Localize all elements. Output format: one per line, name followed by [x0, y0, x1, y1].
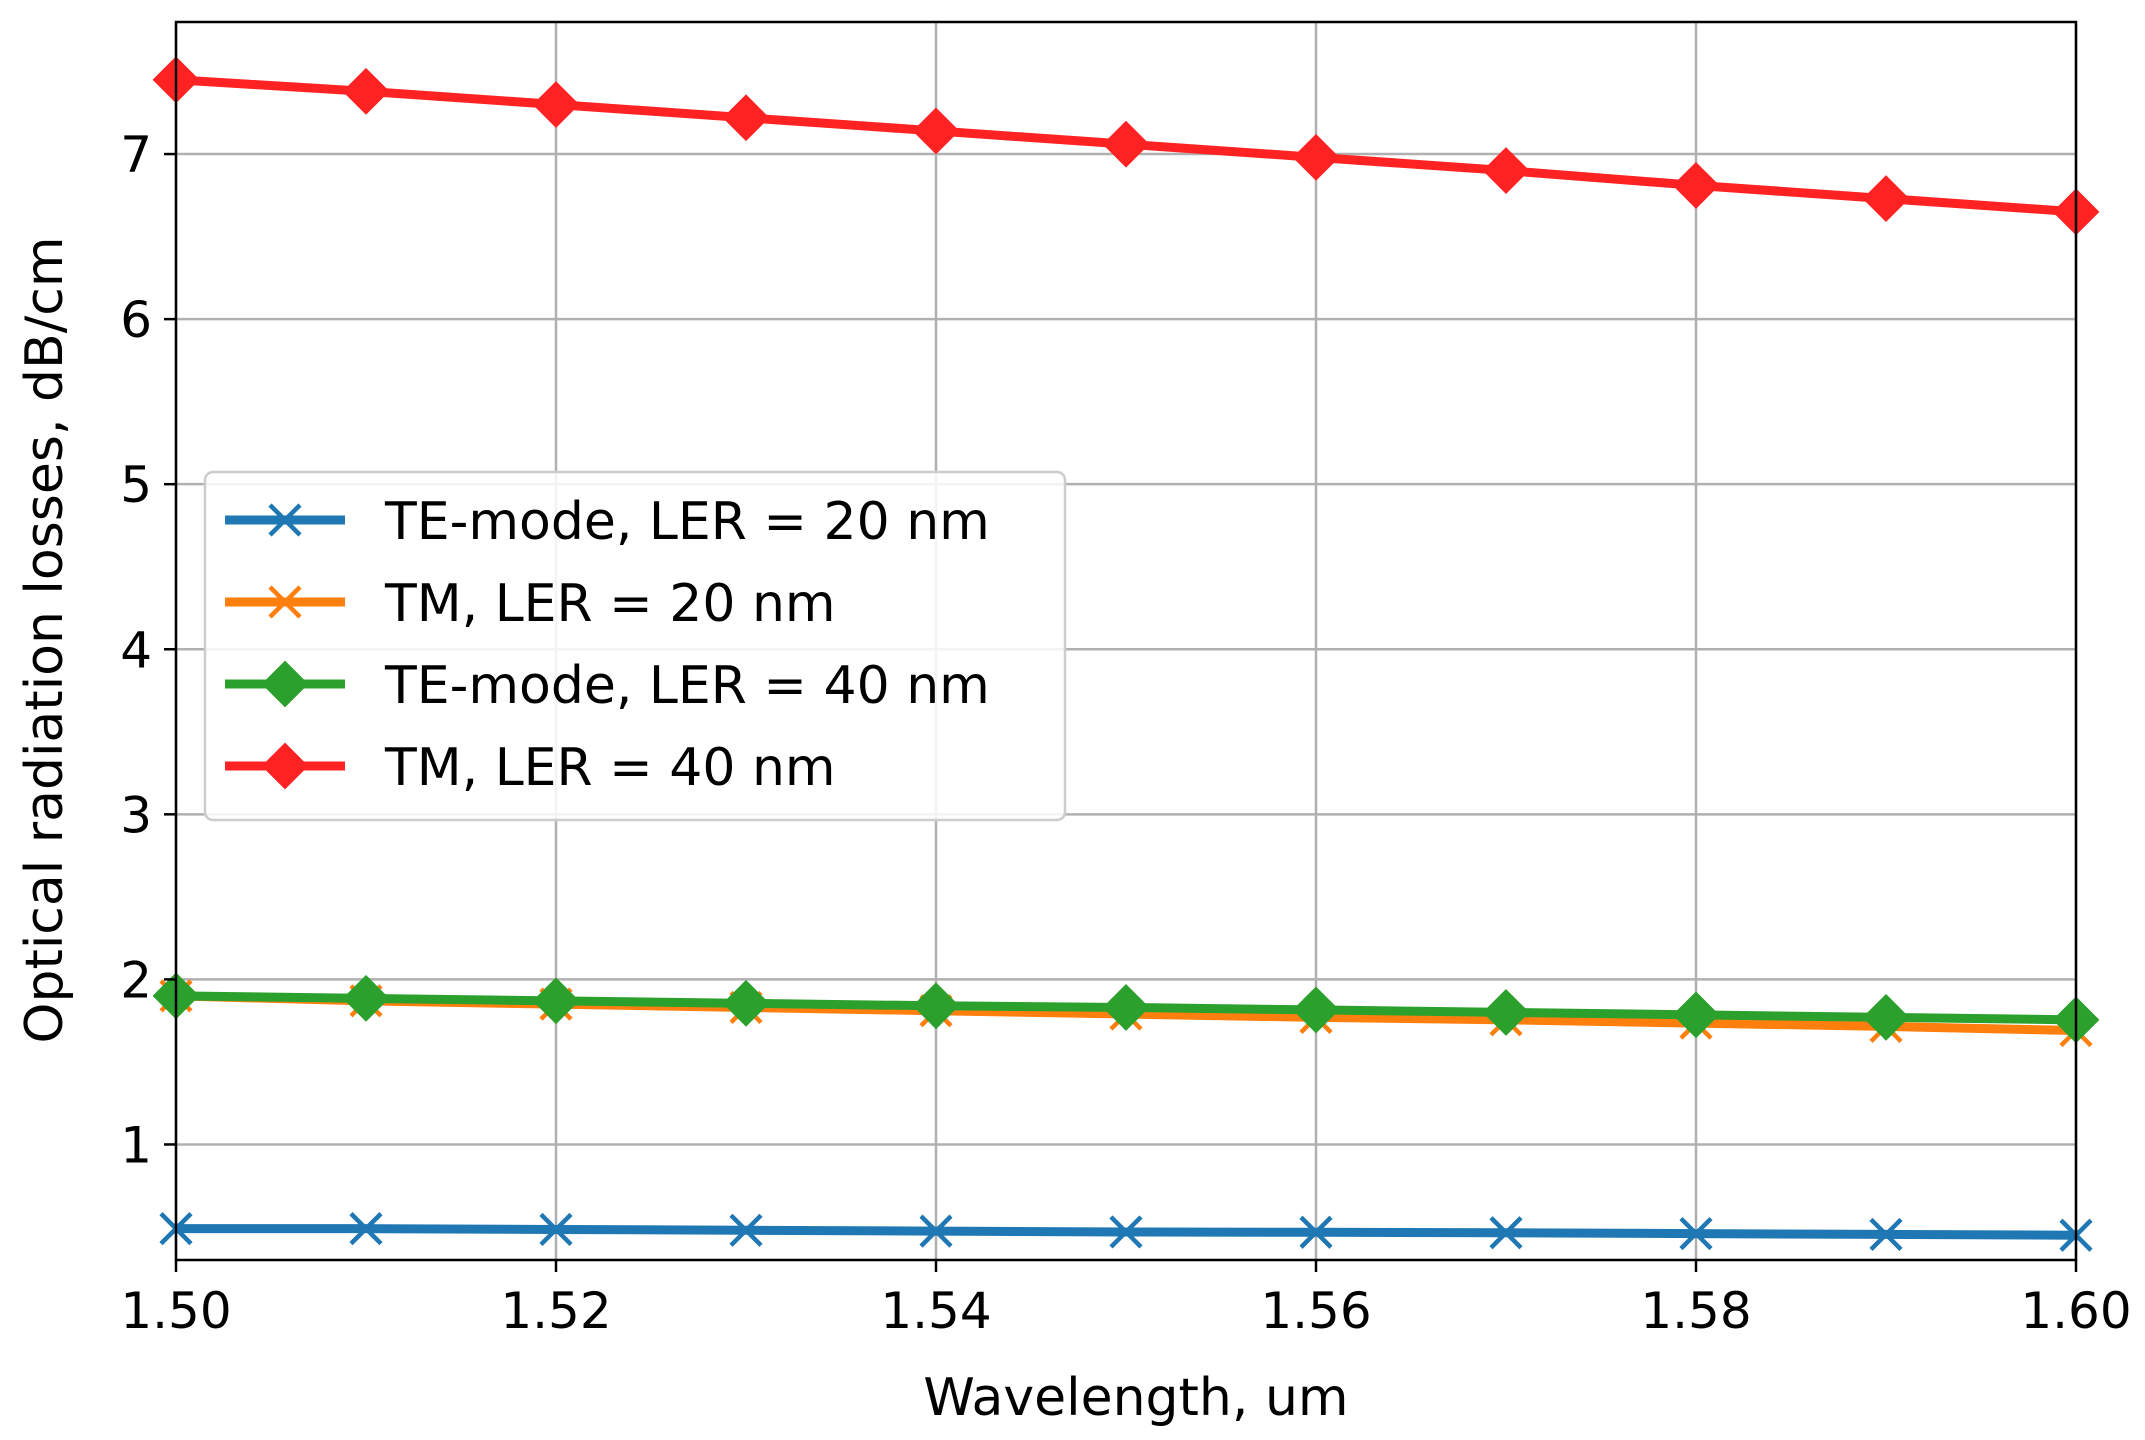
data-point — [722, 94, 770, 142]
x-tick-label: 1.52 — [500, 1282, 611, 1340]
y-tick-label: 6 — [120, 291, 152, 349]
data-point — [539, 1212, 573, 1247]
y-tick-label: 5 — [120, 456, 152, 514]
data-point — [1862, 175, 1910, 223]
axis-ticks: 1.50 1.52 1.54 1.56 1.58 1.60 1 2 3 4 5 6 7 — [120, 126, 2131, 1340]
data-point — [532, 977, 580, 1025]
legend-label: TM, LER = 20 nm — [384, 574, 836, 634]
data-point — [912, 107, 960, 155]
y-axis-label: Optical radiation losses, dB/cm — [15, 237, 75, 1044]
data-point — [1869, 1217, 1903, 1252]
series-2 — [152, 972, 2100, 1044]
data-point — [729, 1213, 763, 1247]
legend-label: TE-mode, LER = 20 nm — [384, 492, 990, 552]
data-point — [1292, 986, 1340, 1034]
x-tick-label: 1.60 — [2020, 1282, 2131, 1340]
data-point — [349, 1212, 383, 1246]
x-tick-label: 1.50 — [120, 1282, 231, 1340]
data-point — [1489, 1216, 1523, 1250]
data-point — [342, 974, 390, 1022]
x-axis-label: Wavelength, um — [923, 1368, 1348, 1428]
legend-swatch-marker — [268, 503, 302, 537]
data-point — [919, 1214, 953, 1248]
data-point — [1299, 1215, 1333, 1249]
data-point — [722, 979, 770, 1027]
legend: TE-mode, LER = 20 nm TM, LER = 20 nm TE-mo… — [203, 470, 1067, 822]
y-tick-label: 1 — [120, 1116, 152, 1174]
data-point — [1102, 120, 1150, 168]
y-tick-label: 4 — [120, 621, 152, 679]
legend-swatch-marker — [261, 660, 309, 708]
legend-label: TM, LER = 40 nm — [384, 738, 836, 798]
legend-label: TE-mode, LER = 40 nm — [384, 656, 990, 716]
data-point — [912, 982, 960, 1030]
data-point — [532, 81, 580, 128]
data-point — [1482, 147, 1530, 194]
plot-frame — [174, 20, 2078, 1262]
legend-swatch-marker — [268, 585, 302, 619]
data-point — [1679, 1216, 1713, 1251]
y-tick-label: 7 — [120, 126, 152, 184]
data-point — [342, 67, 390, 115]
data-point — [1672, 162, 1720, 209]
series-layer — [152, 56, 2100, 1252]
y-tick-label: 2 — [120, 951, 152, 1009]
data-point — [1292, 133, 1340, 181]
x-tick-label: 1.56 — [1260, 1282, 1371, 1340]
y-tick-label: 3 — [120, 786, 152, 844]
legend-swatch-marker — [261, 742, 309, 790]
legend-box — [203, 470, 1067, 822]
series-3 — [152, 56, 2100, 236]
data-point — [1109, 1215, 1143, 1249]
x-tick-label: 1.54 — [880, 1282, 991, 1340]
data-point — [1482, 988, 1530, 1036]
data-point — [1672, 991, 1720, 1039]
x-tick-label: 1.58 — [1640, 1282, 1751, 1340]
data-point — [1102, 984, 1150, 1031]
data-point — [1862, 993, 1910, 1041]
